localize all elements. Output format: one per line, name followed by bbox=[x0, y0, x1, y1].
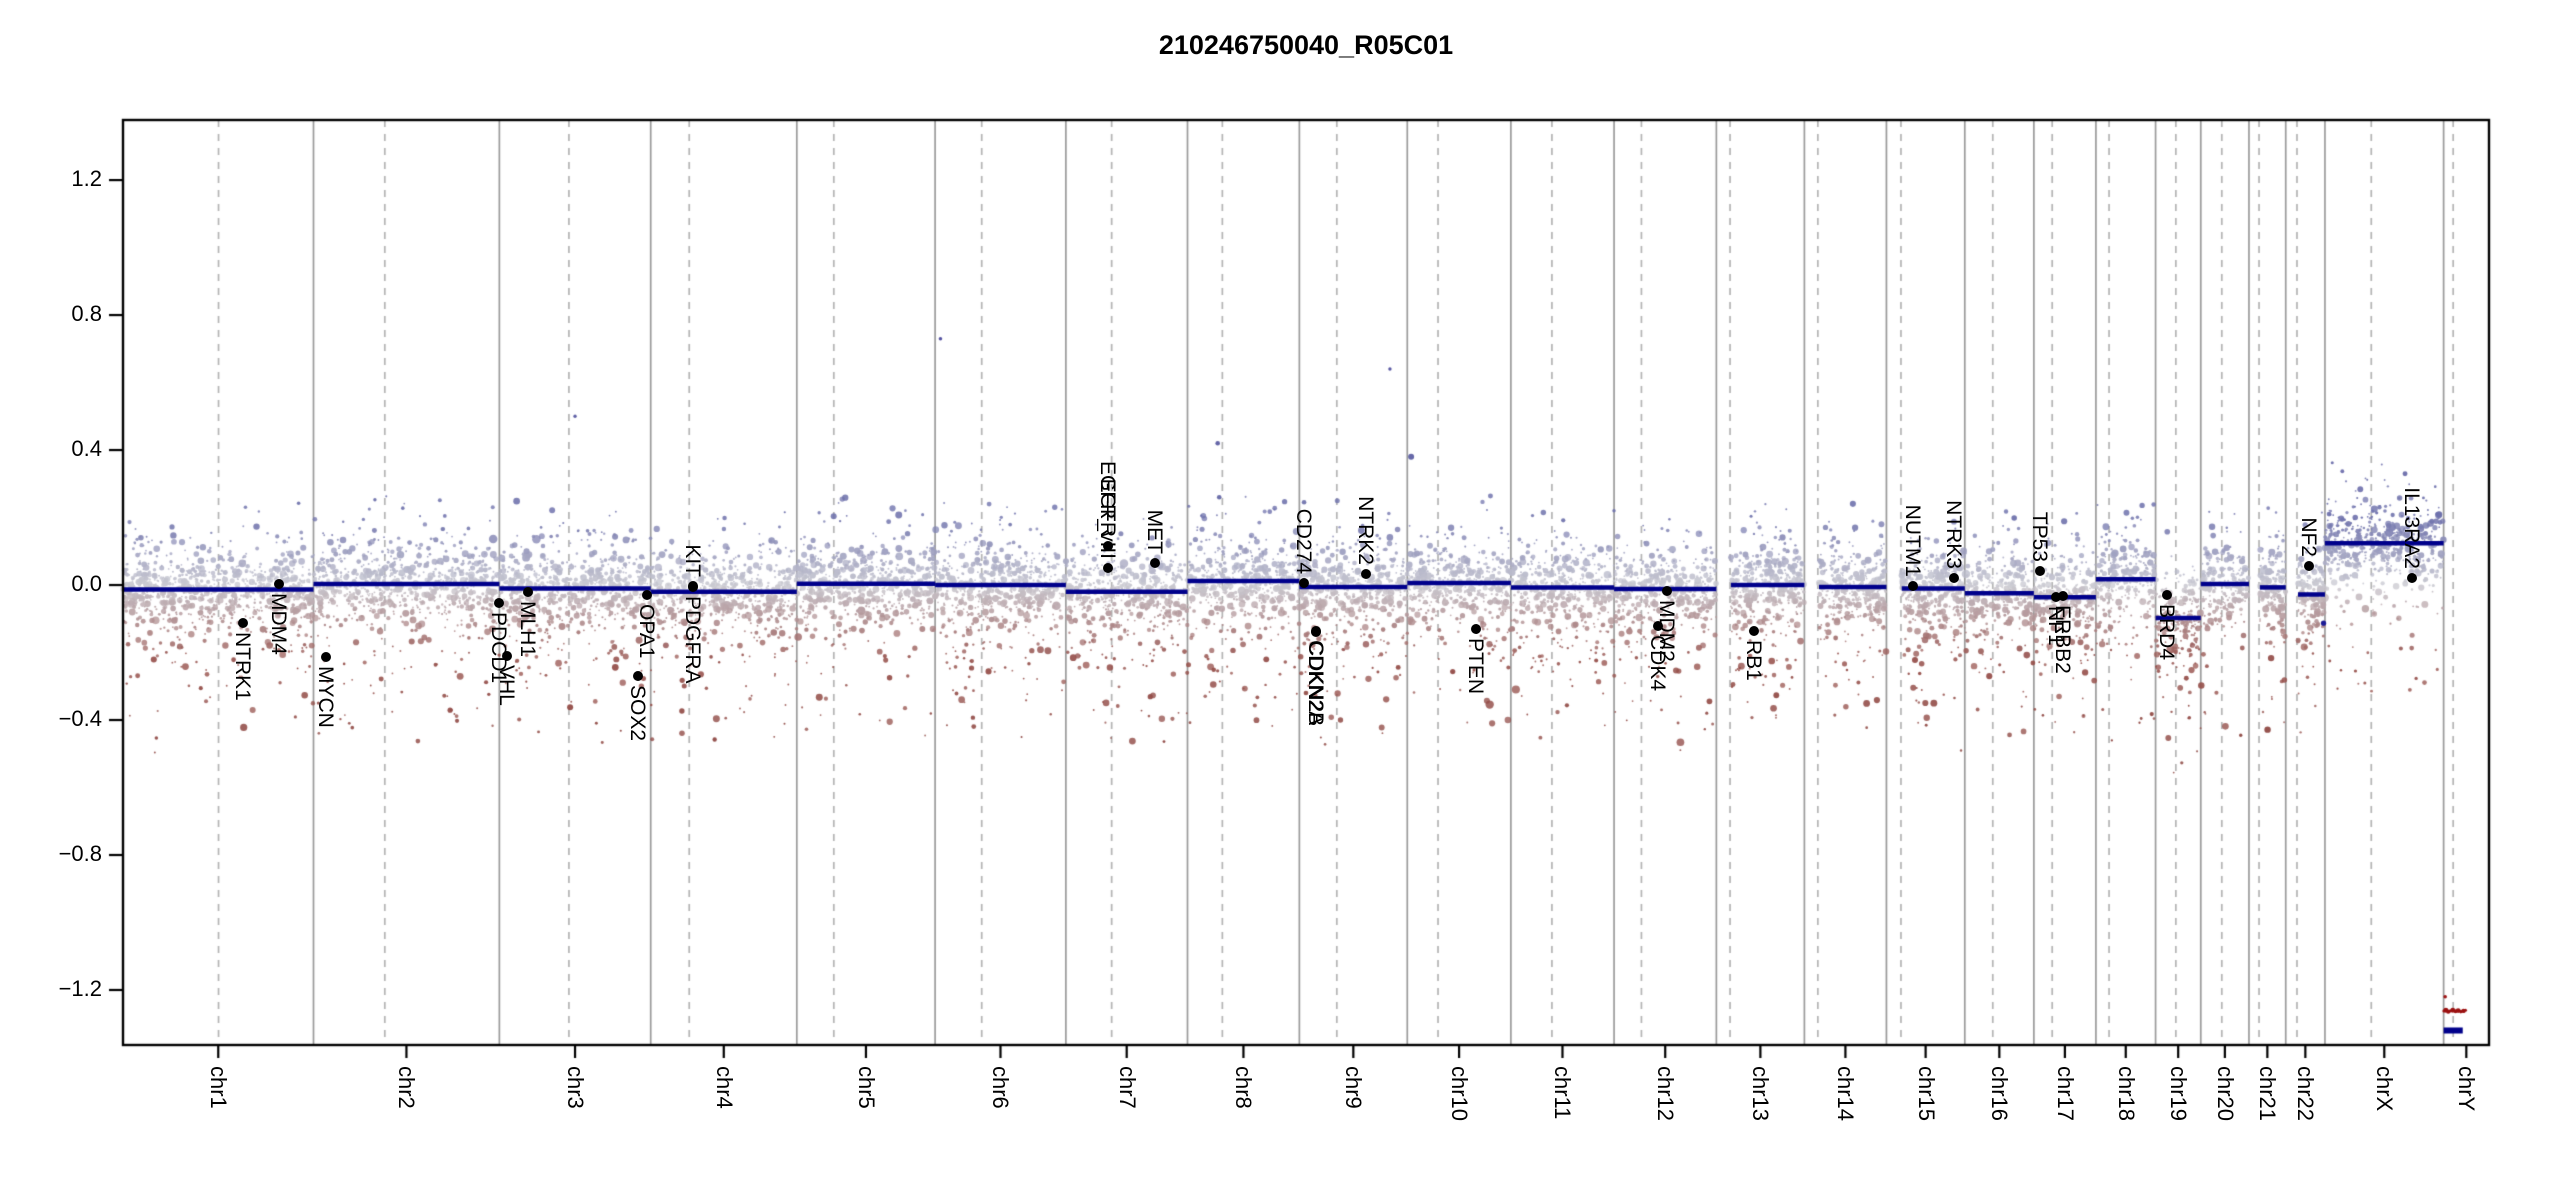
chr-axis-label: chr1 bbox=[206, 1066, 232, 1109]
chr-axis-label: chr21 bbox=[2255, 1066, 2281, 1122]
gene-label: MYCN bbox=[313, 665, 337, 728]
gene-marker-dot bbox=[320, 651, 331, 662]
gene-marker-dot bbox=[1311, 627, 1322, 638]
gene-label: OPA1 bbox=[635, 604, 659, 659]
chr-axis-label: chr4 bbox=[711, 1066, 737, 1109]
gene-marker-dot bbox=[2407, 572, 2418, 583]
gene-marker-dot bbox=[688, 581, 699, 592]
chr-axis-label: chrY bbox=[2454, 1066, 2480, 1112]
gene-marker-dot bbox=[494, 597, 505, 608]
gene-label: BRD4 bbox=[2155, 604, 2179, 661]
gene-label: NF2 bbox=[2296, 517, 2320, 558]
chr-axis-label: chr16 bbox=[1987, 1066, 2013, 1122]
gene-label: IL13RA2 bbox=[2400, 487, 2424, 569]
gene-label: MLH1 bbox=[515, 601, 539, 658]
chr-axis-label: chr13 bbox=[1748, 1066, 1774, 1122]
chr-axis-label: chr15 bbox=[1913, 1066, 1939, 1122]
gene-label: EGFR_vIII bbox=[1096, 461, 1120, 560]
y-tick-label: 0.0 bbox=[71, 571, 102, 597]
gene-marker-dot bbox=[274, 579, 285, 590]
gene-marker-dot bbox=[1907, 581, 1918, 592]
chr-axis-label: chr6 bbox=[988, 1066, 1014, 1109]
gene-label: KIT bbox=[681, 544, 705, 578]
gene-label: MDM4 bbox=[267, 593, 291, 655]
gene-label: MET bbox=[1142, 509, 1166, 555]
gene-marker-dot bbox=[1361, 568, 1372, 579]
chr-axis-label: chr11 bbox=[1550, 1066, 1576, 1120]
gene-marker-dot bbox=[1661, 585, 1672, 596]
gene-label: RB1 bbox=[1741, 639, 1765, 681]
gene-marker-dot bbox=[1949, 572, 1959, 583]
chr-axis-label: chr9 bbox=[1341, 1066, 1367, 1109]
gene-marker-dot bbox=[1298, 578, 1309, 589]
y-tick-label: −0.4 bbox=[58, 706, 102, 732]
gene-marker-dot bbox=[2057, 591, 2068, 602]
gene-marker-dot bbox=[502, 650, 513, 661]
gene-label: TP53 bbox=[2027, 511, 2051, 562]
gene-marker-dot bbox=[2303, 561, 2314, 572]
gene-label: CDKN2B bbox=[1304, 641, 1328, 727]
gene-label: MDM2 bbox=[1654, 599, 1678, 662]
gene-label: NUTM1 bbox=[1900, 504, 1924, 578]
gene-label: NTRK3 bbox=[1942, 500, 1965, 569]
gene-marker-dot bbox=[1102, 541, 1113, 552]
chr-axis-label: chr3 bbox=[563, 1066, 589, 1109]
gene-marker-dot bbox=[642, 590, 653, 601]
gene-marker-dot bbox=[237, 618, 248, 629]
gene-marker-dot bbox=[2051, 591, 2062, 602]
gene-marker-dot bbox=[1653, 620, 1664, 631]
gene-label: PTEN bbox=[1463, 637, 1487, 694]
chr-axis-label: chr17 bbox=[2052, 1066, 2078, 1122]
gene-label: NTRK1 bbox=[230, 632, 254, 702]
chr-axis-label: chr18 bbox=[2113, 1066, 2139, 1122]
page-title: 210246750040_R05C01 bbox=[1158, 30, 1454, 60]
gene-marker-dot bbox=[1149, 558, 1160, 569]
gene-marker-dot bbox=[2162, 590, 2173, 601]
gene-marker-dot bbox=[1103, 563, 1114, 574]
chr-axis-label: chr14 bbox=[1833, 1066, 1859, 1122]
y-tick-label: 0.8 bbox=[71, 301, 102, 327]
gene-marker-dot bbox=[1748, 625, 1759, 636]
gene-label: PDGFRA bbox=[680, 595, 704, 684]
gene-label: NTRK2 bbox=[1354, 496, 1378, 565]
gene-label: CD274 bbox=[1291, 508, 1315, 575]
y-tick-label: 1.2 bbox=[71, 166, 102, 192]
chr-axis-label: chr8 bbox=[1231, 1066, 1257, 1109]
chr-axis-label: chr5 bbox=[853, 1066, 879, 1109]
y-tick-label: −1.2 bbox=[58, 975, 102, 1001]
chr-axis-label: chr20 bbox=[2212, 1066, 2238, 1122]
chr-axis-label: chr12 bbox=[1653, 1066, 1679, 1122]
y-tick-label: −0.8 bbox=[58, 841, 102, 866]
y-tick-label: 0.4 bbox=[71, 436, 102, 462]
gene-marker-dot bbox=[2034, 565, 2045, 576]
chr-axis-label: chr19 bbox=[2166, 1066, 2192, 1122]
chr-axis-label: chr10 bbox=[1447, 1066, 1473, 1122]
gene-label: VHL bbox=[495, 664, 519, 706]
chr-axis-label: chr2 bbox=[394, 1066, 420, 1109]
gene-marker-dot bbox=[522, 587, 533, 598]
chr-axis-label: chr7 bbox=[1114, 1066, 1140, 1109]
gene-marker-dot bbox=[1470, 623, 1481, 634]
gene-label: ERBB2 bbox=[2050, 605, 2074, 675]
gene-label: SOX2 bbox=[626, 685, 650, 742]
chr-axis-label: chrX bbox=[2372, 1066, 2398, 1112]
chr-axis-label: chr22 bbox=[2293, 1066, 2319, 1122]
gene-marker-dot bbox=[633, 671, 644, 682]
